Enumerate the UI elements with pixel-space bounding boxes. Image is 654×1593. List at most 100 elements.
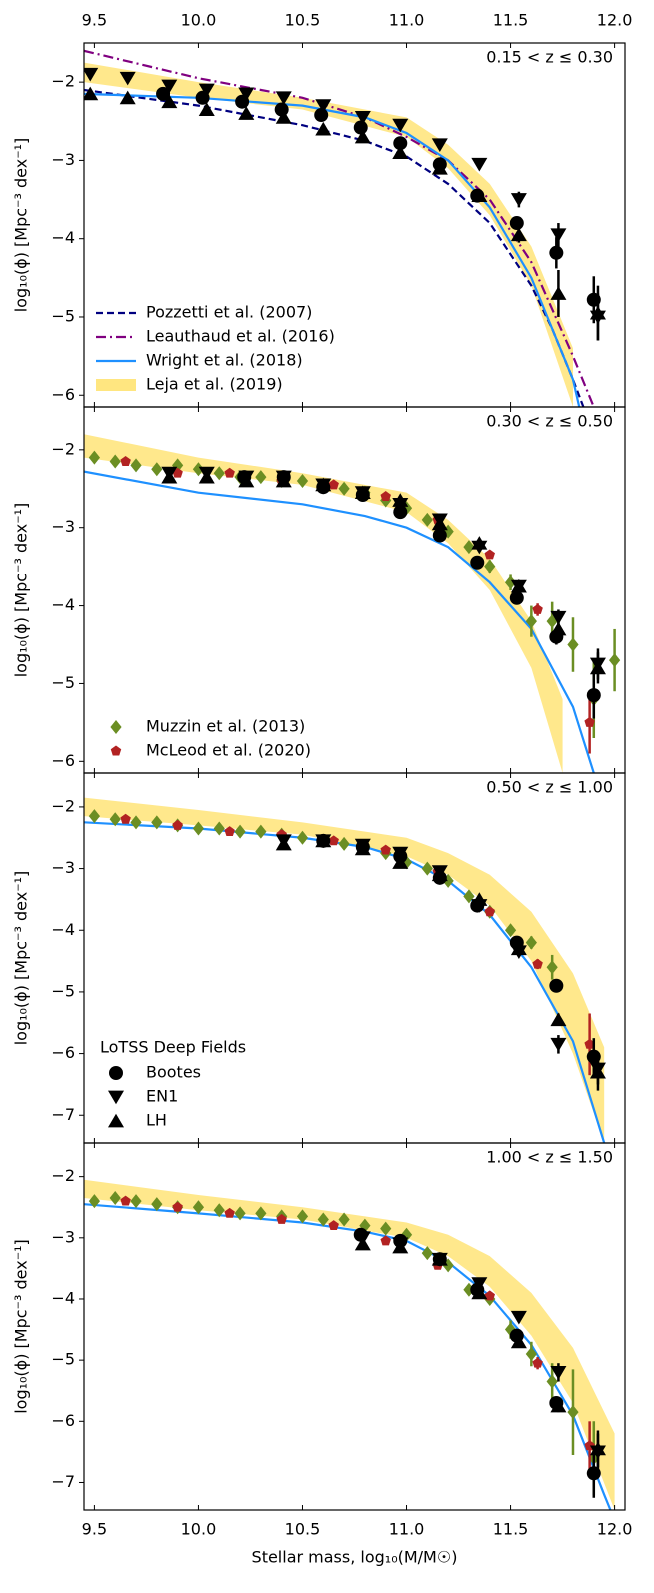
marker (213, 466, 225, 481)
marker (510, 193, 527, 207)
marker (296, 473, 309, 488)
marker (510, 227, 527, 242)
y-tick-label: −3 (51, 858, 75, 877)
marker (470, 555, 485, 570)
marker (354, 485, 371, 500)
marker (255, 1206, 267, 1221)
marker (109, 454, 121, 469)
plot-area (84, 434, 621, 773)
x-tick-label: 12.0 (597, 11, 633, 30)
marker (161, 79, 178, 94)
marker (120, 813, 131, 824)
marker (328, 1220, 339, 1231)
plot-area (84, 1179, 615, 1510)
marker (504, 575, 517, 590)
marker (110, 720, 122, 734)
marker (589, 1064, 606, 1079)
panel: −7 −6 −5 −4 −3 −2 9.5 10.0 10.5 11.0 11.5 12.0 1.00 … (12, 1142, 632, 1567)
x-tick-label: 10.5 (285, 1520, 321, 1539)
y-tick-label: −4 (51, 920, 75, 939)
marker (550, 286, 567, 300)
y-tick-label: −6 (51, 1411, 75, 1430)
marker (213, 1203, 225, 1218)
marker (532, 603, 543, 614)
annotation: 0.15 < z ≤ 0.30 (486, 48, 613, 67)
legend-title: LoTSS Deep Fields (100, 1038, 246, 1057)
marker (119, 71, 136, 86)
marker (432, 528, 447, 543)
marker (510, 1310, 527, 1325)
marker (589, 660, 606, 675)
marker (550, 1012, 567, 1027)
marker (109, 812, 121, 827)
marker (589, 305, 606, 320)
legend-swatch (96, 379, 136, 391)
plot-area (84, 49, 606, 407)
marker (525, 614, 537, 629)
marker (213, 821, 225, 836)
marker (84, 86, 99, 101)
marker (354, 1236, 371, 1251)
y-tick-label: −2 (51, 796, 75, 815)
marker (504, 1322, 517, 1337)
marker (392, 118, 409, 133)
marker (84, 67, 99, 82)
marker (255, 824, 267, 839)
marker (504, 923, 517, 938)
marker (108, 1090, 124, 1105)
marker (550, 1365, 567, 1380)
marker (238, 106, 255, 120)
legend-label: Pozzetti et al. (2007) (146, 303, 312, 322)
marker (463, 540, 475, 555)
marker (380, 491, 391, 502)
marker (151, 815, 163, 830)
marker (354, 129, 371, 144)
marker (275, 473, 292, 488)
marker (359, 1218, 371, 1233)
marker (510, 1334, 527, 1349)
marker (525, 935, 537, 950)
marker (550, 228, 567, 242)
marker (421, 512, 433, 527)
y-tick-label: −2 (51, 1166, 75, 1185)
marker (224, 467, 235, 478)
marker (315, 477, 332, 492)
marker (393, 505, 408, 520)
marker (380, 1221, 392, 1236)
marker (120, 1195, 131, 1206)
legend-label: Wright et al. (2018) (146, 351, 303, 370)
marker (608, 653, 621, 668)
marker (392, 145, 409, 159)
y-tick-label: −7 (51, 1472, 75, 1491)
y-tick-label: −5 (51, 673, 75, 692)
y-tick-label: −5 (51, 306, 75, 325)
marker (353, 120, 368, 135)
marker (108, 1113, 124, 1128)
x-tick-label: 11.5 (493, 1520, 529, 1539)
x-tick-label: 10.5 (285, 11, 321, 30)
legend-label: EN1 (146, 1087, 178, 1106)
x-tick-label: 10.0 (181, 1520, 217, 1539)
marker (431, 867, 448, 882)
marker (421, 1246, 433, 1261)
marker (275, 110, 292, 124)
y-axis-label: log₁₀(ϕ) [Mpc⁻³ dex⁻¹] (12, 871, 31, 1046)
marker (296, 1209, 309, 1224)
marker (471, 157, 488, 172)
marker (130, 815, 142, 830)
panel: −6 −5 −4 −3 −2 0.30 < z ≤ 0.50 log₁₀(ϕ) [Mpc⁻³… (12, 406, 626, 774)
marker (161, 94, 178, 109)
marker (471, 1285, 488, 1300)
x-tick-label: 10.0 (181, 11, 217, 30)
marker (296, 830, 309, 845)
marker (392, 1239, 409, 1254)
annotation: 0.50 < z ≤ 1.00 (486, 778, 613, 797)
annotation: 1.00 < z ≤ 1.50 (486, 1148, 613, 1167)
marker (431, 516, 448, 531)
marker (119, 90, 136, 105)
marker (110, 745, 122, 756)
marker (442, 524, 454, 539)
legend-label: LH (146, 1111, 167, 1130)
marker (238, 473, 255, 488)
marker (234, 1206, 246, 1221)
